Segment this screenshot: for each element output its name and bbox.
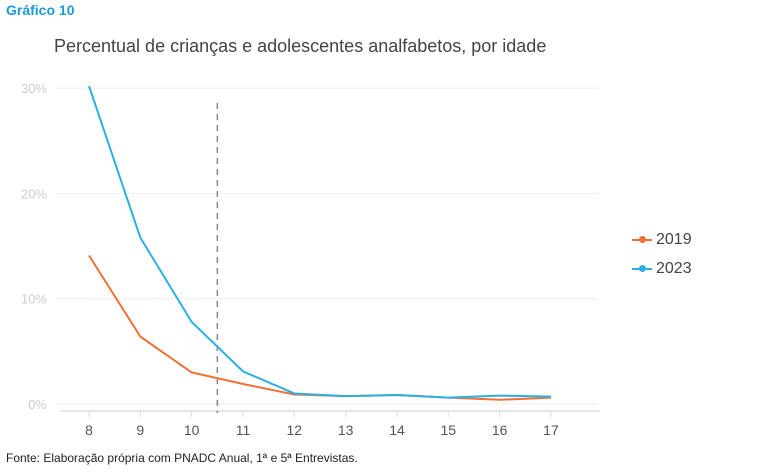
x-tick-label: 14 — [389, 422, 405, 438]
x-tick-label: 10 — [184, 422, 200, 438]
legend-label: 2023 — [656, 260, 692, 277]
legend-marker-2023 — [632, 265, 652, 272]
x-tick-label: 13 — [338, 422, 354, 438]
y-tick-label: 10% — [21, 292, 47, 307]
x-tick-label: 9 — [136, 422, 144, 438]
source-note: Fonte: Elaboração própria com PNADC Anua… — [6, 451, 358, 465]
x-tick-label: 17 — [543, 422, 559, 438]
chart-title: Percentual de crianças e adolescentes an… — [54, 36, 547, 56]
x-tick-label: 8 — [85, 422, 93, 438]
legend-item-2019[interactable]: 2019 — [632, 231, 692, 249]
x-tick-label: 12 — [287, 422, 303, 438]
figure-label: Gráfico 10 — [6, 2, 75, 18]
series-line-2023 — [88, 85, 551, 399]
x-tick-label: 15 — [441, 422, 457, 438]
x-tick-label: 16 — [492, 422, 508, 438]
y-tick-label: 30% — [21, 81, 47, 96]
x-tick-label: 11 — [236, 422, 251, 438]
series-line-2019 — [88, 254, 552, 401]
y-tick-label: 20% — [21, 186, 47, 201]
legend-item-2023[interactable]: 2023 — [632, 260, 692, 278]
legend-marker-2019 — [632, 236, 652, 243]
y-tick-label: 0% — [28, 397, 47, 412]
legend-label: 2019 — [656, 231, 692, 248]
